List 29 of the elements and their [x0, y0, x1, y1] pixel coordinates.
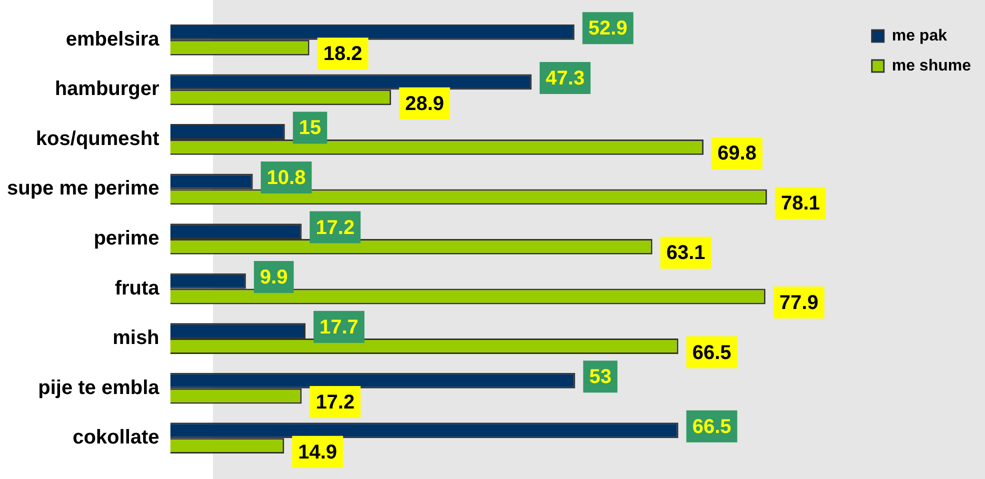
data-label: 63.1 [666, 242, 706, 264]
data-label: 17.2 [316, 216, 355, 239]
data-label: 15 [298, 117, 322, 140]
data-label: 52.9 [588, 18, 628, 40]
data-label: 47.3 [546, 67, 585, 90]
y-tick-label: cokollate [72, 426, 160, 449]
data-label: 17.7 [320, 316, 358, 338]
y-tick-label: kos/qumesht [36, 128, 160, 150]
y-tick-label: mish [112, 327, 160, 350]
data-label: 53 [589, 366, 612, 388]
y-tick-label: pije te embla [38, 376, 160, 399]
data-label: 78.1 [780, 192, 820, 214]
data-label: 66.5 [692, 342, 732, 364]
data-label: 9.9 [260, 266, 288, 289]
y-tick-label: embelsira [66, 28, 160, 50]
y-tick-label: supe me perime [6, 178, 160, 200]
y-tick-label: perime [94, 228, 160, 250]
y-tick-label: hamburger [54, 78, 160, 100]
legend-label: me pak [892, 27, 948, 44]
data-label: 77.9 [779, 292, 818, 314]
legend-label: me shume [892, 57, 972, 74]
data-label: 14.9 [298, 441, 338, 464]
y-tick-label: fruta [114, 277, 160, 300]
data-label: 66.5 [692, 416, 732, 438]
data-label: 28.9 [405, 92, 444, 115]
data-label: 10.8 [266, 167, 306, 190]
data-label: 18.2 [323, 43, 362, 66]
data-label: 17.2 [316, 392, 355, 414]
data-label: 69.8 [718, 142, 756, 165]
